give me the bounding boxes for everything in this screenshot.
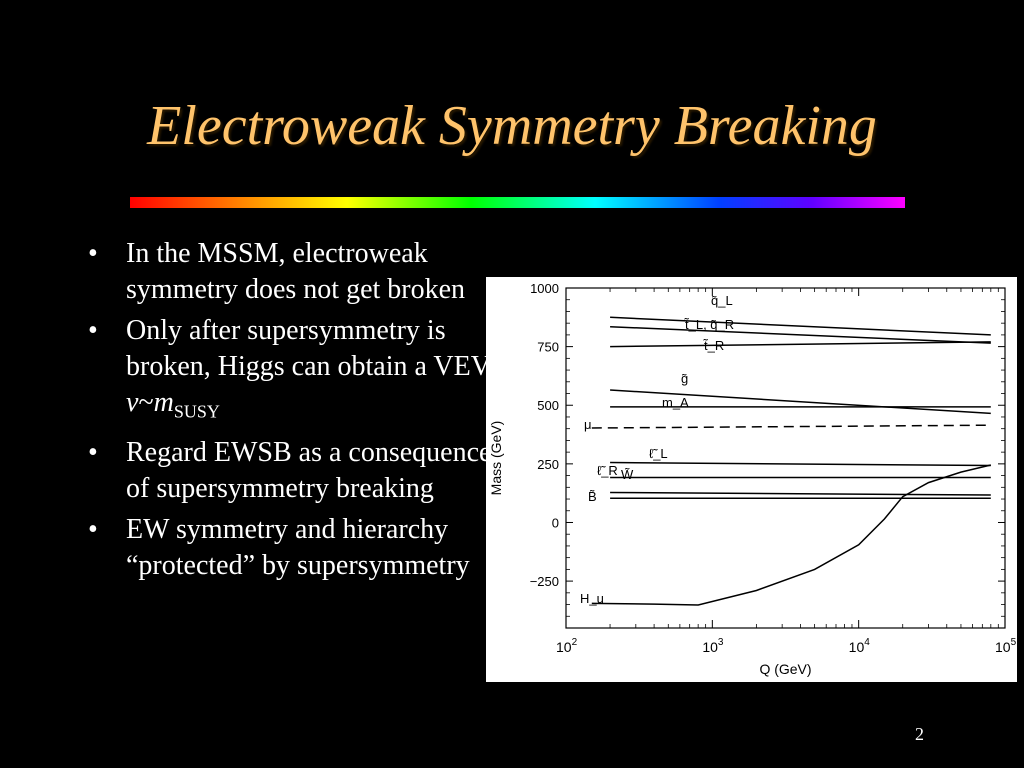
series-line [610,461,991,467]
series-line [610,316,991,336]
y-axis-label: Mass (GeV) [488,421,504,496]
series-label: H_u [580,591,604,606]
bullet-item: • Only after supersymmetry is broken, Hi… [88,313,498,430]
bullet-marker: • [88,315,98,346]
bullet-item: • In the MSSM, electroweak symmetry does… [88,236,498,308]
series-line [610,389,991,415]
series-label: m_A [662,395,689,410]
series-label: B̃ [588,489,597,504]
series-label: ℓ̃_R [597,463,618,478]
bullet-item: • Regard EWSB as a consequence of supers… [88,435,498,507]
x-axis-label: Q (GeV) [759,661,811,677]
math-m: m [153,387,174,418]
x-tick-label: 103 [702,637,724,655]
series-label: q̃_L [711,293,733,308]
plot-frame [565,287,1006,629]
series-label: μ [584,417,592,432]
bullet-list: • In the MSSM, electroweak symmetry does… [88,236,498,589]
y-tick-label: 250 [537,457,559,472]
slide-title: Electroweak Symmetry Breaking [147,95,877,157]
series-line [591,464,991,606]
y-tick-label: 0 [552,515,559,530]
x-tick-label: 104 [849,637,871,655]
series-line [610,341,991,348]
series-line [591,424,991,429]
series-label: ℓ̃_L [649,446,668,461]
series-label: t̃_R [703,338,725,353]
series-line [610,491,991,496]
bullet-item: • EW symmetry and hierarchy “protected” … [88,512,498,584]
bullet-marker: • [88,513,98,545]
series-label: t̃_L, q̃_R [684,317,735,332]
bullet-text: In the MSSM, electroweak symmetry does n… [126,238,466,305]
y-tick-label: 1000 [530,281,559,296]
x-tick-label: 105 [995,637,1017,655]
series-label: W̃ [621,467,634,482]
series-label: g̃ [681,371,688,386]
bullet-text: Only after supersymmetry is broken, Higg… [126,315,491,382]
y-tick-label: −250 [530,574,559,589]
bullet-marker: • [88,238,98,269]
y-tick-label: 500 [537,398,559,413]
x-tick-label: 102 [556,637,578,655]
y-tick-label: 750 [537,340,559,355]
math-tilde: ~ [138,387,154,418]
bullet-text: EW symmetry and hierarchy “protected” by… [126,513,470,581]
math-subscript: SUSY [173,401,220,422]
series-line [610,325,991,344]
bullet-marker: • [88,436,98,468]
bullet-text: Regard EWSB as a consequence of supersym… [126,436,492,504]
math-v: v [126,387,139,418]
chart-svg: 1000 750 500 250 0 −250 102 103 104 105 Q (GeV) Mas… [488,281,1017,677]
mass-running-chart: 1000 750 500 250 0 −250 102 103 104 105 Q (GeV) Mas… [486,277,1017,682]
rainbow-divider [130,197,905,208]
page-number: 2 [915,724,924,744]
